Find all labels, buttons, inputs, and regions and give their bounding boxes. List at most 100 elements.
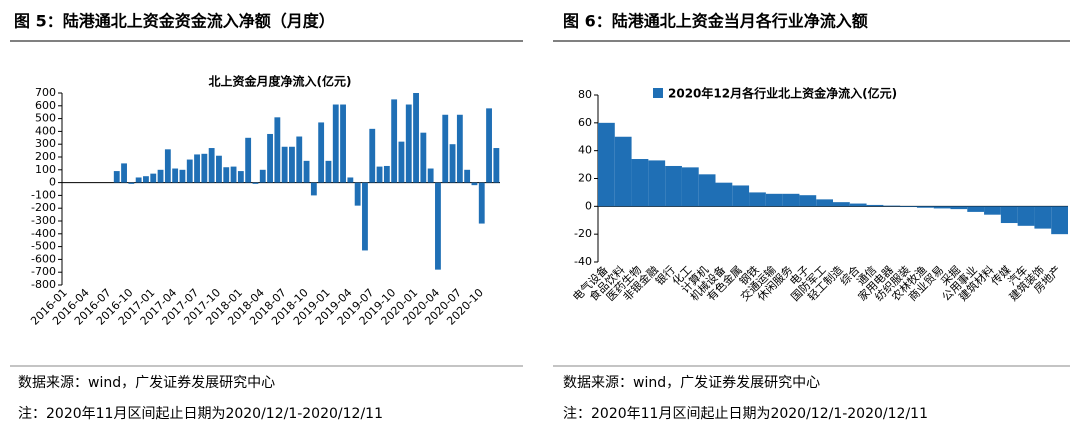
figure-title: 图 6：陆港通北上资金当月各行业净流入额 — [563, 12, 868, 31]
bar — [614, 136, 632, 207]
bar — [325, 160, 332, 183]
bar — [194, 154, 200, 183]
bar — [471, 182, 478, 186]
bar — [442, 114, 449, 183]
bar — [172, 168, 179, 183]
bar — [362, 182, 368, 251]
bar — [143, 176, 149, 183]
y-tick-label: 100 — [35, 163, 56, 176]
note: 注：2020年11月区间起止日期为2020/12/1-2020/12/11 — [18, 406, 383, 422]
bar — [732, 185, 750, 207]
bar — [833, 202, 850, 207]
bar — [303, 160, 310, 183]
bar — [274, 117, 281, 183]
bar — [665, 165, 682, 207]
bar — [464, 169, 471, 183]
y-tick-label: 40 — [578, 144, 592, 157]
bar — [420, 132, 427, 183]
bar — [223, 167, 230, 183]
chart-title: 北上资金月度净流入(亿元) — [209, 74, 352, 89]
source: 数据来源：wind，广发证券发展研究中心 — [563, 375, 820, 391]
y-tick-label: -40 — [574, 255, 592, 268]
bar — [332, 104, 339, 183]
y-tick-label: 20 — [578, 172, 592, 185]
bar — [281, 146, 288, 183]
bar — [866, 204, 884, 207]
bar — [259, 169, 266, 183]
bar — [289, 146, 295, 183]
bar — [296, 136, 303, 183]
y-tick-label: 200 — [35, 150, 56, 163]
y-tick-label: 400 — [35, 124, 56, 137]
bar — [900, 206, 917, 208]
bar — [749, 192, 766, 207]
bar — [354, 182, 361, 206]
y-tick-label: 700 — [35, 86, 56, 99]
y-tick-label: -500 — [31, 240, 56, 253]
bar — [376, 166, 383, 183]
bar — [478, 182, 485, 224]
bar — [598, 122, 615, 207]
bar — [179, 169, 186, 183]
legend-label: 2020年12月各行业北上资金净流入(亿元) — [668, 86, 897, 101]
bar — [782, 193, 800, 207]
y-tick-label: 600 — [35, 99, 56, 112]
y-tick-label: 300 — [35, 137, 56, 150]
y-tick-label: 60 — [578, 116, 592, 129]
bar — [208, 148, 215, 183]
note: 注：2020年11月区间起止日期为2020/12/1-2020/12/11 — [563, 406, 928, 422]
y-tick-label: -800 — [31, 278, 56, 291]
figure-title: 图 5：陆港通北上资金资金流入净额（月度） — [14, 12, 335, 31]
bar — [883, 205, 901, 207]
bar — [340, 104, 346, 183]
bar — [318, 122, 325, 183]
bar — [216, 155, 222, 183]
bar — [347, 177, 354, 183]
y-tick-label: 500 — [35, 112, 56, 125]
bar — [799, 195, 817, 207]
bar — [427, 168, 434, 183]
bar — [383, 165, 390, 183]
y-tick-label: 80 — [578, 88, 592, 101]
bar — [765, 193, 783, 207]
bar — [950, 206, 968, 210]
bar — [984, 206, 1001, 215]
bar — [933, 206, 951, 209]
bar — [310, 182, 317, 196]
bar — [186, 159, 193, 183]
y-tick-label: -300 — [31, 214, 56, 227]
bar — [449, 144, 456, 183]
bar — [230, 166, 237, 183]
bar — [150, 173, 157, 183]
bar — [916, 206, 934, 208]
y-tick-label: -700 — [31, 265, 56, 278]
source: 数据来源：wind，广发证券发展研究中心 — [18, 375, 275, 391]
bar — [391, 99, 398, 183]
bar — [493, 148, 500, 183]
bar — [237, 171, 244, 183]
y-tick-label: -20 — [574, 227, 592, 240]
bar — [648, 160, 666, 207]
bar — [245, 137, 252, 183]
bar — [1034, 206, 1052, 229]
y-tick-label: -400 — [31, 227, 56, 240]
bar — [1000, 206, 1018, 224]
y-tick-label: -200 — [31, 201, 56, 214]
bar — [681, 167, 699, 207]
y-tick-label: -100 — [31, 188, 56, 201]
bar — [405, 104, 412, 183]
bar — [967, 206, 985, 212]
bar — [456, 114, 463, 183]
bar — [157, 169, 164, 183]
bar — [398, 141, 405, 183]
bar — [252, 182, 259, 184]
bar — [849, 203, 867, 207]
bar — [715, 182, 733, 207]
bar — [1051, 206, 1068, 235]
bar — [113, 171, 120, 183]
y-tick-label: 0 — [585, 199, 592, 212]
bar — [267, 133, 273, 183]
bar — [413, 93, 419, 183]
bar — [698, 174, 716, 207]
